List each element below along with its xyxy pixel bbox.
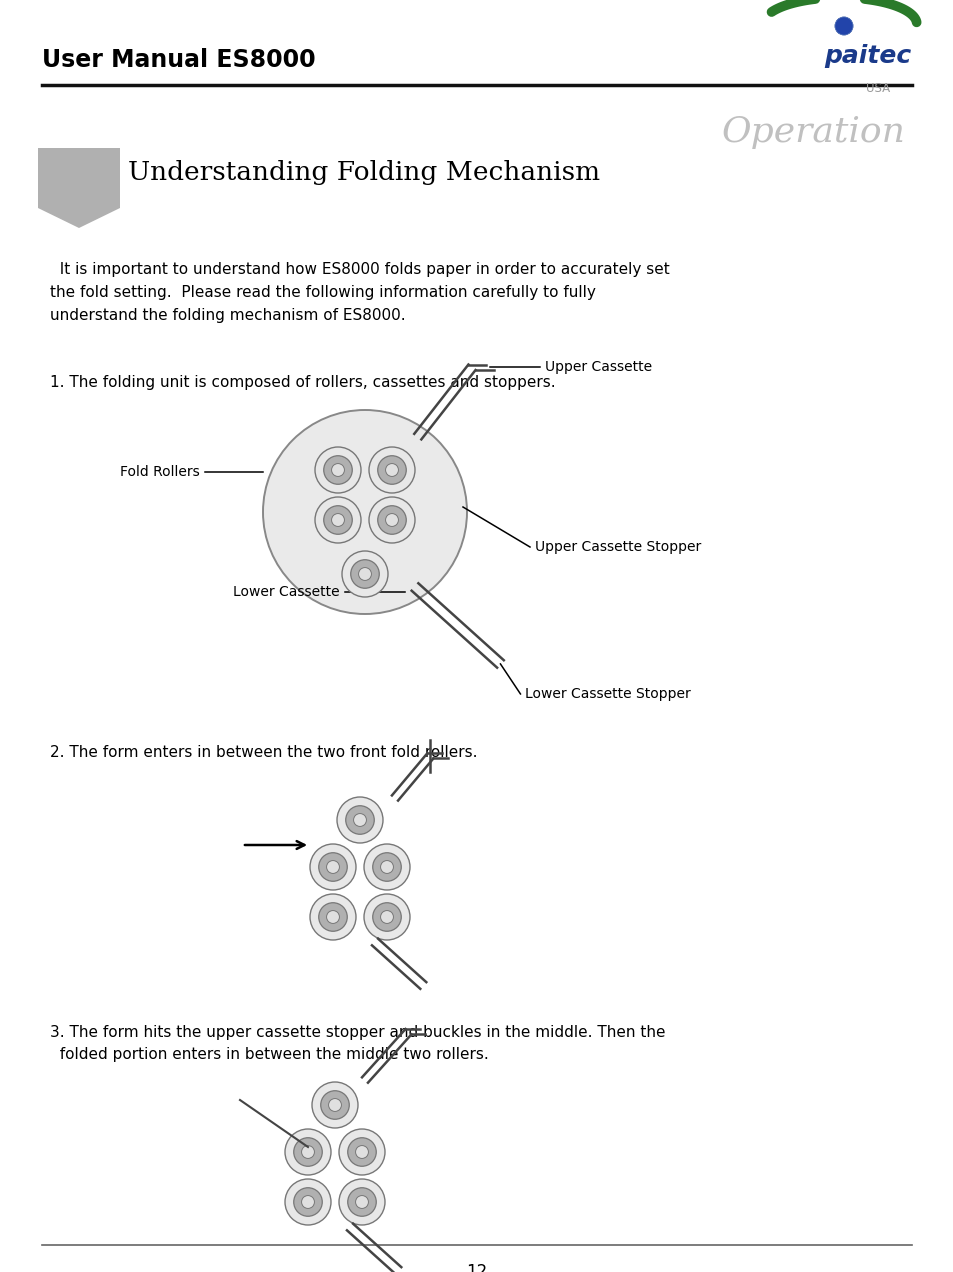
Circle shape xyxy=(310,845,355,890)
Circle shape xyxy=(377,506,406,534)
Circle shape xyxy=(285,1179,331,1225)
Text: User Manual ES8000: User Manual ES8000 xyxy=(42,48,315,73)
Text: Lower Cassette Stopper: Lower Cassette Stopper xyxy=(525,687,691,701)
Text: Upper Cassette: Upper Cassette xyxy=(544,360,652,374)
Circle shape xyxy=(320,1091,349,1119)
Text: USA: USA xyxy=(865,81,889,95)
Circle shape xyxy=(377,455,406,485)
Circle shape xyxy=(336,798,382,843)
Circle shape xyxy=(318,852,347,881)
Circle shape xyxy=(263,410,467,614)
Circle shape xyxy=(380,911,393,923)
Circle shape xyxy=(834,17,852,36)
Circle shape xyxy=(348,1137,375,1166)
Circle shape xyxy=(380,861,393,874)
Polygon shape xyxy=(38,148,120,228)
Circle shape xyxy=(364,845,410,890)
Circle shape xyxy=(326,861,339,874)
Circle shape xyxy=(312,1082,357,1128)
Circle shape xyxy=(354,814,366,827)
Circle shape xyxy=(355,1146,368,1159)
Circle shape xyxy=(355,1196,368,1208)
Circle shape xyxy=(285,1130,331,1175)
Circle shape xyxy=(338,1130,385,1175)
Text: Understanding Folding Mechanism: Understanding Folding Mechanism xyxy=(128,160,599,184)
Circle shape xyxy=(348,1188,375,1216)
Circle shape xyxy=(323,506,352,534)
Circle shape xyxy=(369,497,415,543)
Text: Operation: Operation xyxy=(720,114,904,149)
Circle shape xyxy=(301,1196,314,1208)
Circle shape xyxy=(351,560,379,588)
Text: paitec: paitec xyxy=(823,45,911,67)
Circle shape xyxy=(345,805,374,834)
Circle shape xyxy=(358,567,371,580)
Circle shape xyxy=(294,1137,322,1166)
Circle shape xyxy=(364,894,410,940)
Text: 2. The form enters in between the two front fold rollers.: 2. The form enters in between the two fr… xyxy=(50,745,477,759)
Circle shape xyxy=(373,903,401,931)
Circle shape xyxy=(294,1188,322,1216)
Circle shape xyxy=(323,455,352,485)
Circle shape xyxy=(314,446,360,494)
Circle shape xyxy=(314,497,360,543)
Circle shape xyxy=(373,852,401,881)
Text: It is important to understand how ES8000 folds paper in order to accurately set
: It is important to understand how ES8000… xyxy=(50,262,669,323)
Circle shape xyxy=(318,903,347,931)
Text: 1. The folding unit is composed of rollers, cassettes and stoppers.: 1. The folding unit is composed of rolle… xyxy=(50,375,555,391)
Text: 3. The form hits the upper cassette stopper and buckles in the middle. Then the
: 3. The form hits the upper cassette stop… xyxy=(50,1025,665,1062)
Circle shape xyxy=(332,514,344,527)
Circle shape xyxy=(301,1146,314,1159)
Circle shape xyxy=(341,551,388,597)
Text: 12: 12 xyxy=(466,1263,487,1272)
Circle shape xyxy=(338,1179,385,1225)
Circle shape xyxy=(385,463,398,477)
Circle shape xyxy=(332,463,344,477)
Text: Lower Cassette: Lower Cassette xyxy=(233,585,339,599)
Text: Fold Rollers: Fold Rollers xyxy=(120,466,200,480)
Circle shape xyxy=(310,894,355,940)
Circle shape xyxy=(328,1099,341,1112)
Circle shape xyxy=(385,514,398,527)
Circle shape xyxy=(369,446,415,494)
Circle shape xyxy=(326,911,339,923)
Text: Upper Cassette Stopper: Upper Cassette Stopper xyxy=(535,541,700,555)
